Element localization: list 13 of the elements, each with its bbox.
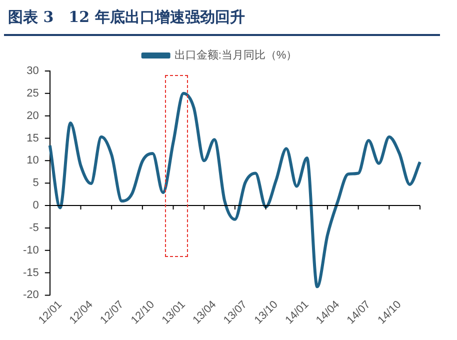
legend-label: 出口金额:当月同比（%） bbox=[174, 48, 298, 62]
y-tick-label: 5 bbox=[32, 177, 39, 190]
y-tick-label: 25 bbox=[26, 87, 39, 100]
y-tick-label: 10 bbox=[26, 154, 39, 167]
y-tick-label: -10 bbox=[22, 244, 39, 256]
y-tick-label: 15 bbox=[26, 132, 39, 144]
y-tick-label: 0 bbox=[32, 200, 39, 212]
y-tick-label: -5 bbox=[29, 222, 39, 234]
y-tick-label: 30 bbox=[26, 65, 39, 78]
y-tick-label: 20 bbox=[26, 110, 39, 122]
y-tick-label: -20 bbox=[22, 289, 39, 302]
chart-title: 图表 3 12 年底出口增速强劲回升 bbox=[8, 8, 245, 27]
y-tick-label: -15 bbox=[22, 266, 39, 279]
